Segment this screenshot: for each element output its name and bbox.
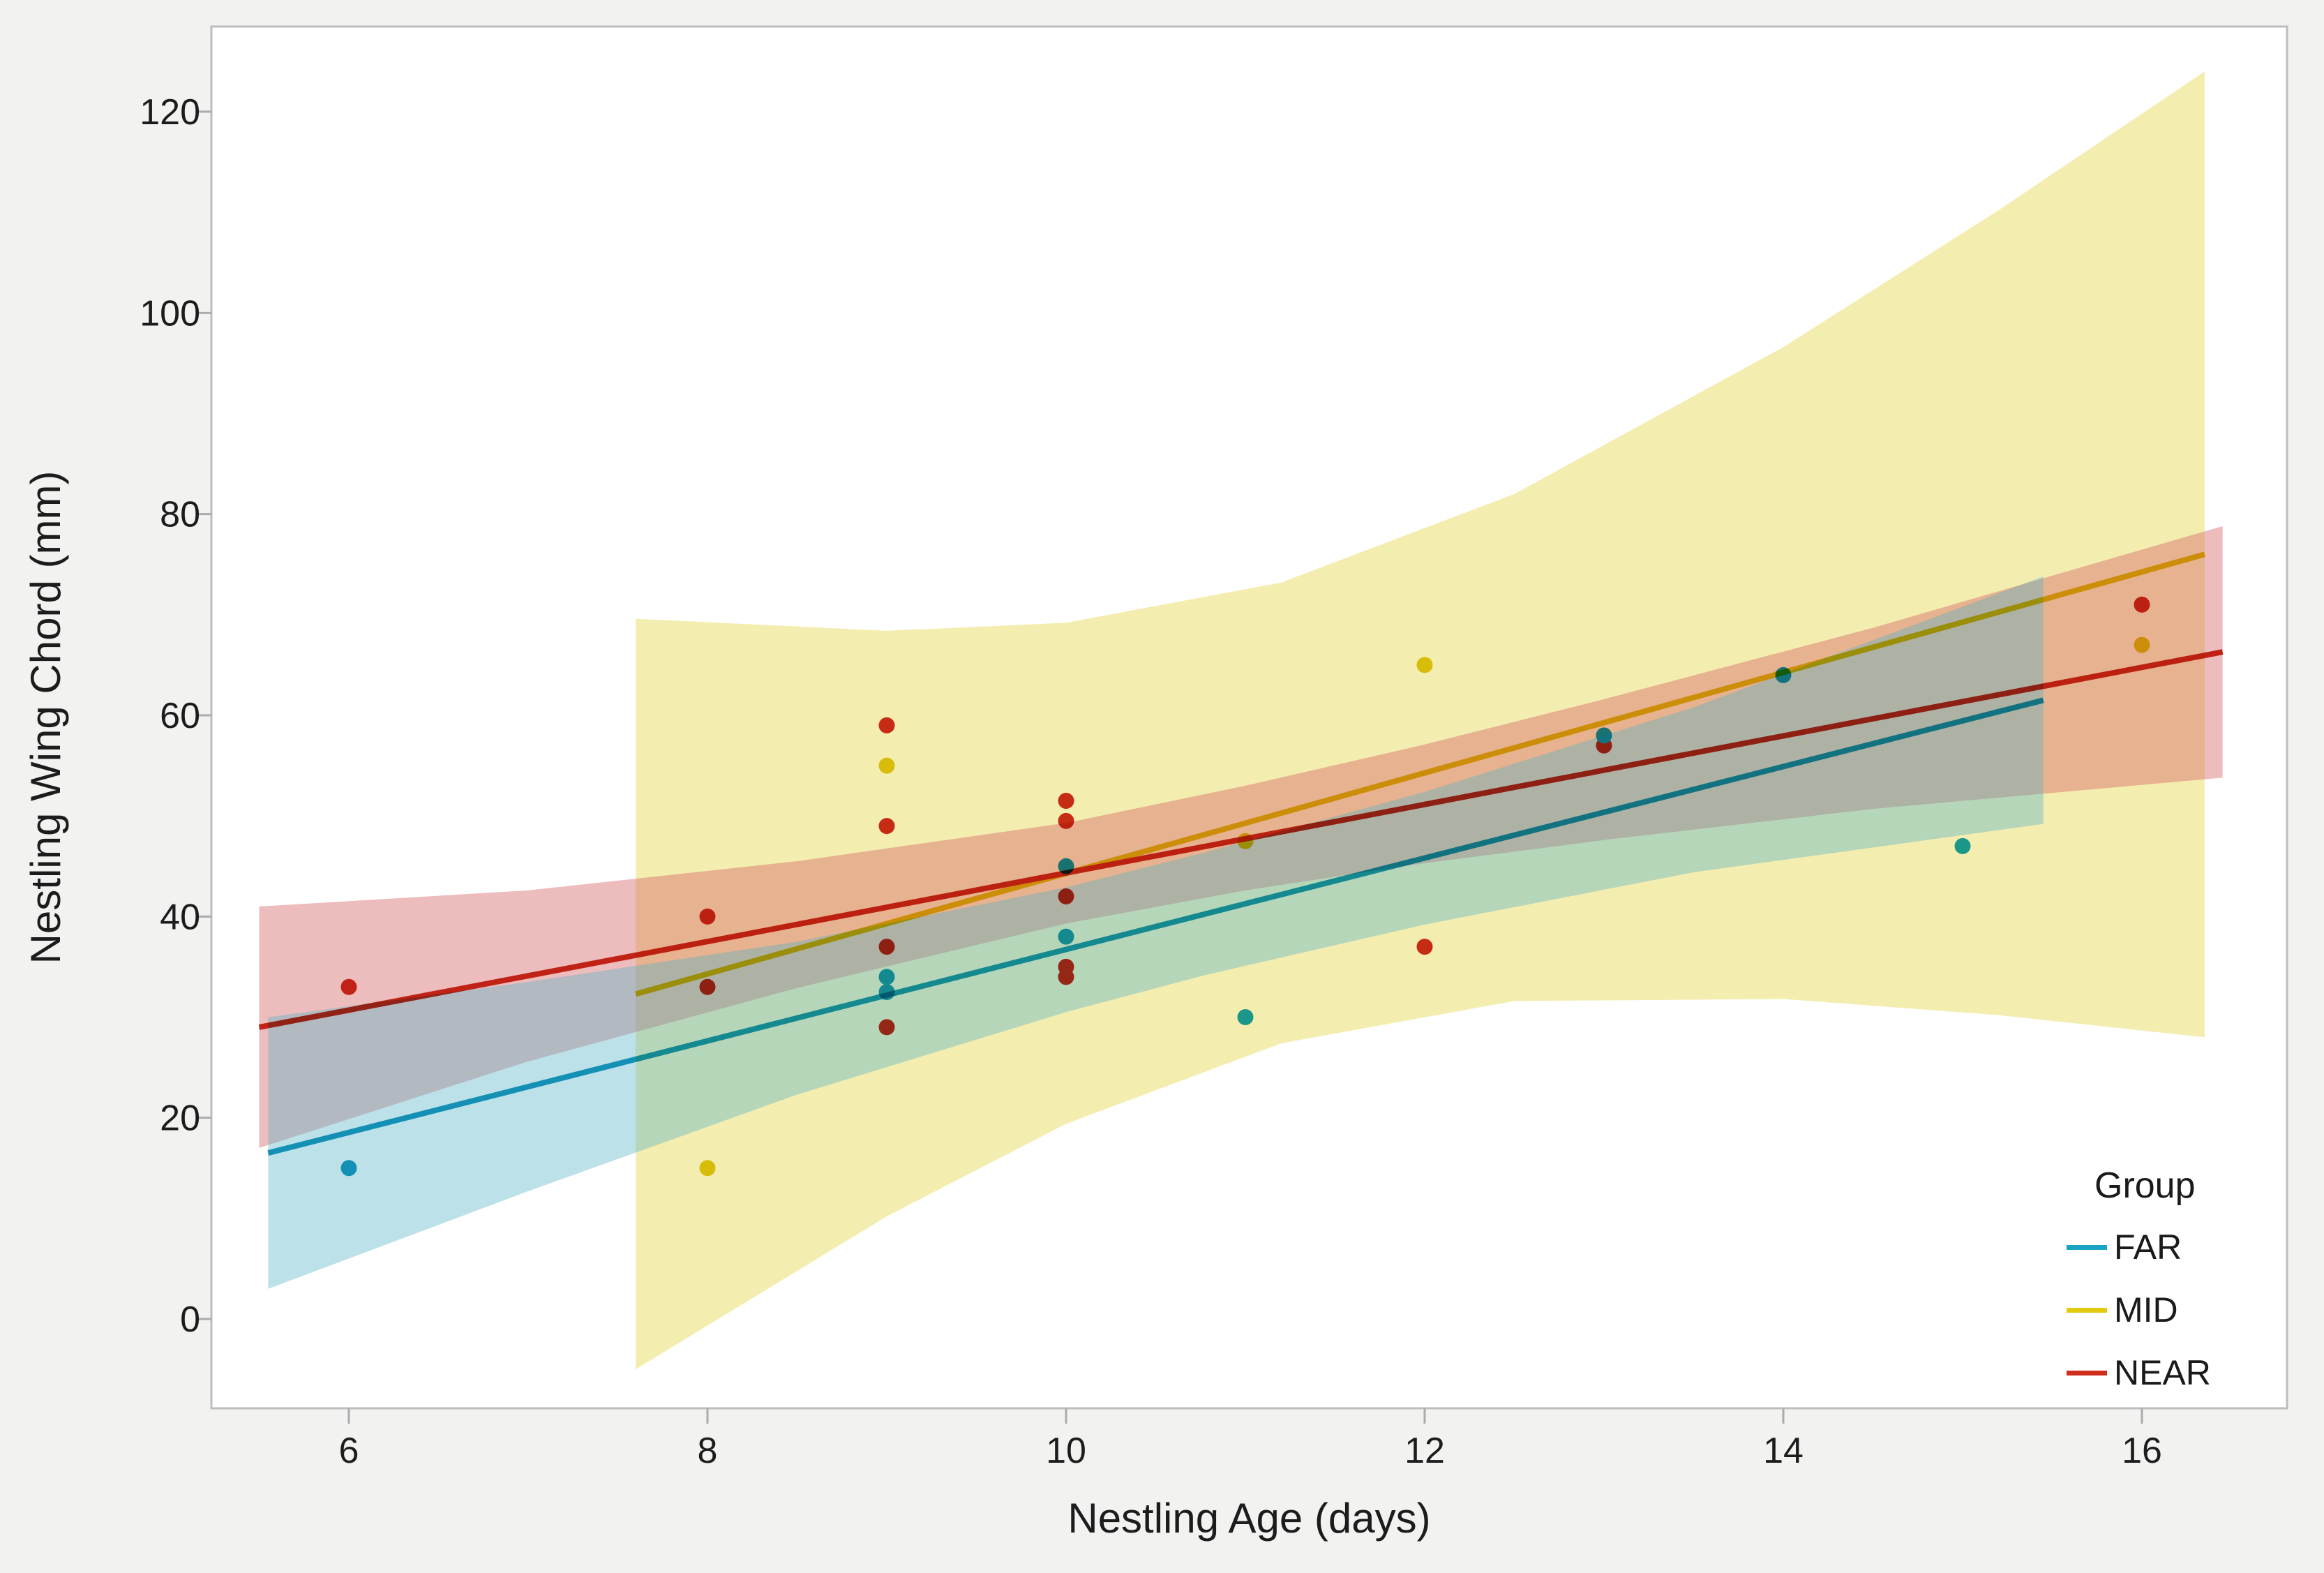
near-point xyxy=(1058,812,1074,829)
legend: Group FAR MID NEAR xyxy=(2067,1156,2297,1404)
legend-item-near: NEAR xyxy=(2067,1341,2297,1404)
near-point xyxy=(340,978,357,995)
legend-label: FAR xyxy=(2114,1228,2182,1267)
legend-rows: FAR MID NEAR xyxy=(2067,1216,2297,1404)
plot-frame xyxy=(210,25,2288,1410)
far-point xyxy=(1596,727,1612,744)
mid-point xyxy=(878,757,895,774)
mid-point xyxy=(1237,833,1254,849)
near-point xyxy=(878,818,895,835)
near-point xyxy=(1416,939,1433,955)
near-point xyxy=(878,939,895,955)
mid-point xyxy=(2134,636,2150,653)
near-point xyxy=(1058,969,1074,985)
mid-fit-line xyxy=(635,551,2206,997)
y-tick-label: 0 xyxy=(180,1299,200,1340)
x-tick-label: 12 xyxy=(1404,1431,1445,1471)
y-tick-label: 80 xyxy=(160,495,200,535)
far-point xyxy=(340,1160,357,1177)
y-tick-label: 60 xyxy=(160,696,200,736)
plot-area xyxy=(211,27,2287,1408)
x-tick-label: 10 xyxy=(1046,1431,1086,1471)
y-tick-label: 100 xyxy=(140,293,200,334)
legend-title: Group xyxy=(2094,1165,2196,1206)
legend-label: MID xyxy=(2114,1290,2178,1329)
near-point xyxy=(2134,596,2150,613)
y-tick-label: 40 xyxy=(160,897,200,937)
y-tick-label: 120 xyxy=(140,92,200,133)
far-point xyxy=(1058,858,1074,874)
far-fit-line xyxy=(267,697,2044,1156)
near-point xyxy=(1058,888,1074,904)
far-point xyxy=(1058,928,1074,945)
near-point xyxy=(1058,793,1074,810)
legend-item-mid: MID xyxy=(2067,1278,2297,1341)
legend-swatch-mid xyxy=(2067,1307,2107,1313)
mid-point xyxy=(1416,657,1433,673)
far-point xyxy=(878,983,895,1000)
far-point xyxy=(1954,837,1971,854)
legend-item-far: FAR xyxy=(2067,1216,2297,1278)
x-tick-label: 8 xyxy=(698,1431,718,1471)
plot-layer xyxy=(258,71,2224,1370)
near-point xyxy=(878,1019,895,1036)
x-tick-label: 6 xyxy=(339,1431,359,1471)
mid-point xyxy=(699,1160,716,1177)
legend-swatch-far xyxy=(2067,1244,2107,1250)
legend-swatch-near xyxy=(2067,1370,2107,1376)
x-tick-label: 14 xyxy=(1763,1431,1804,1471)
near-point xyxy=(878,717,895,733)
far-point xyxy=(878,969,895,985)
near-point xyxy=(699,908,716,925)
legend-label: NEAR xyxy=(2114,1353,2211,1392)
far-point xyxy=(1237,1008,1254,1025)
far-point xyxy=(1775,666,1792,683)
y-tick-label: 20 xyxy=(160,1098,200,1139)
near-point xyxy=(699,978,716,995)
x-axis-title: Nestling Age (days) xyxy=(1067,1495,1430,1542)
mid-ci-band xyxy=(636,71,2205,1370)
x-tick-label: 16 xyxy=(2122,1431,2162,1471)
y-axis-title: Nestling Wing Chord (mm) xyxy=(22,471,69,964)
points-layer xyxy=(340,596,2150,1177)
far-ci-band xyxy=(268,576,2044,1289)
